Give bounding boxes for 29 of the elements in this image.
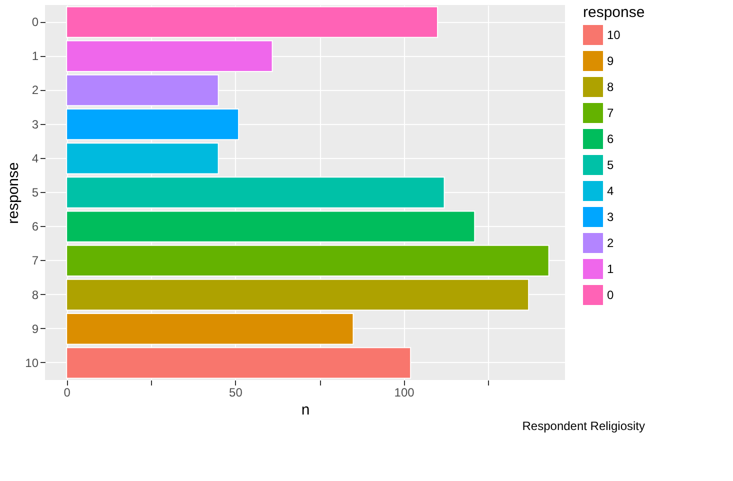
y-tick-label: 2 [32, 83, 39, 98]
y-tick-label: 3 [32, 117, 39, 132]
y-tick-label: 10 [25, 356, 39, 370]
legend-label: 2 [607, 236, 614, 250]
legend-label: 3 [607, 210, 614, 224]
legend-title: response [583, 4, 645, 21]
x-tick-label: 0 [64, 386, 71, 400]
legend-label: 7 [607, 106, 614, 120]
legend-label: 10 [607, 28, 621, 42]
legend-label: 1 [607, 262, 614, 276]
legend-label: 0 [607, 288, 614, 302]
y-tick-label: 5 [32, 186, 39, 200]
legend-label: 9 [607, 54, 614, 68]
y-tick-label: 6 [32, 220, 39, 234]
y-tick-label: 1 [32, 49, 39, 64]
legend-label: 4 [607, 184, 614, 198]
y-tick-label: 7 [32, 254, 39, 268]
legend-label: 5 [607, 158, 614, 172]
text: Respondent Religiosity [522, 419, 645, 433]
y-tick-label: 9 [32, 322, 39, 336]
y-tick-label: 8 [32, 288, 39, 302]
x-axis-title: n [301, 402, 310, 418]
y-axis-title: response [5, 162, 22, 224]
y-tick-label: 0 [32, 15, 39, 30]
legend-label: 6 [607, 132, 614, 146]
x-tick-label: 50 [229, 386, 243, 400]
legend-label: 8 [607, 80, 614, 94]
y-tick-label: 4 [32, 151, 39, 166]
x-tick-label: 100 [394, 386, 415, 400]
